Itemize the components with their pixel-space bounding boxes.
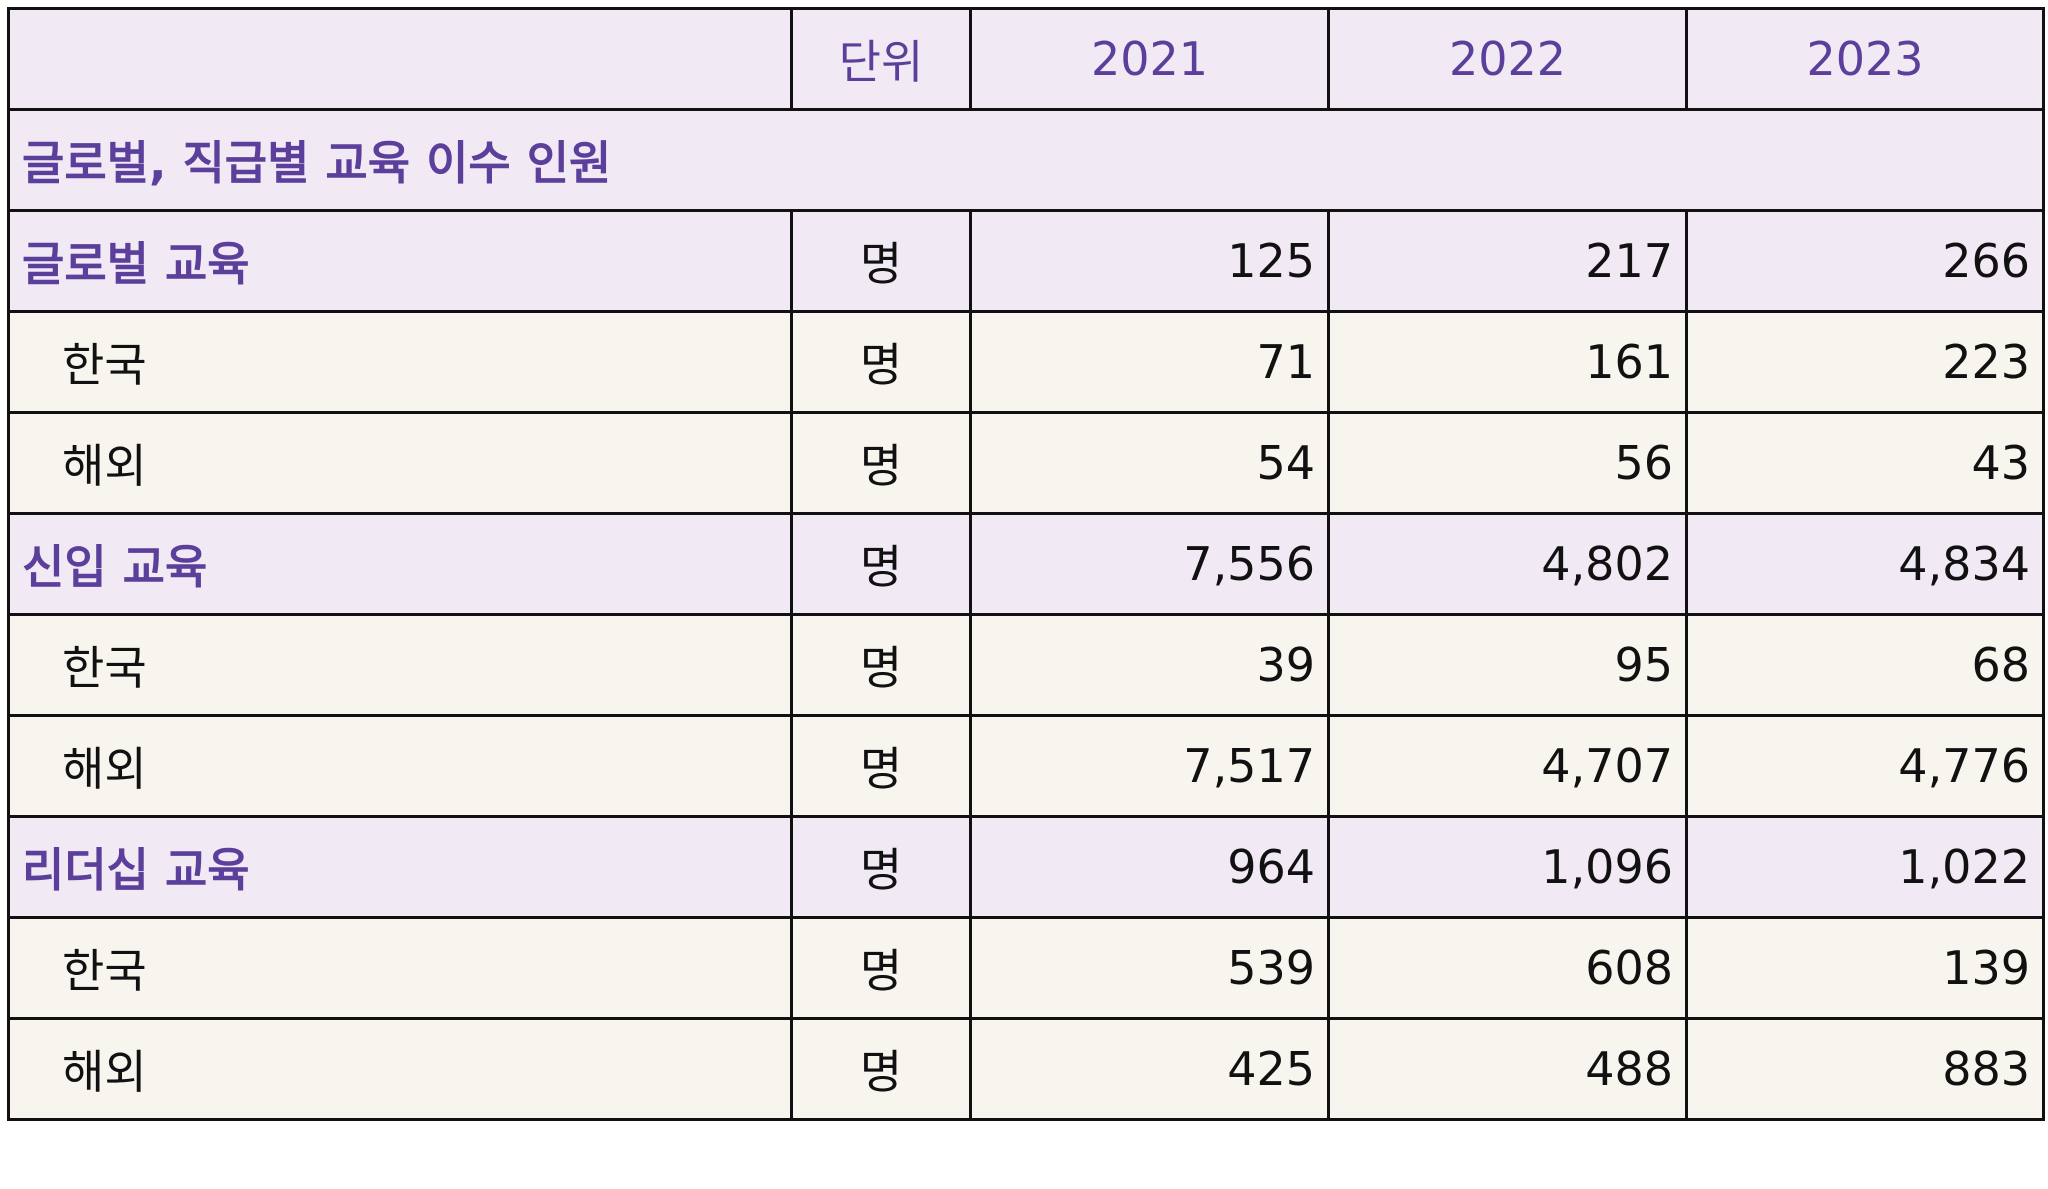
cell-2022: 488 [1327,1017,1688,1121]
cell-2022: 608 [1327,916,1688,1020]
table-row: 해외 명 54 56 43 [7,411,2045,515]
cell-2021: 71 [969,310,1330,414]
cell-2021: 7,556 [969,512,1330,616]
section-title: 글로벌, 직급별 교육 이수 인원 [7,108,2045,212]
cell-2023: 4,834 [1685,512,2045,616]
row-unit: 명 [790,512,972,616]
header-year-2023: 2023 [1685,7,2045,111]
table-row: 한국 명 71 161 223 [7,310,2045,414]
cell-2023: 139 [1685,916,2045,1020]
row-unit: 명 [790,916,972,1020]
cell-2022: 1,096 [1327,815,1688,919]
row-unit: 명 [790,815,972,919]
header-unit: 단위 [790,7,972,111]
cell-2023: 68 [1685,613,2045,717]
cell-2023: 223 [1685,310,2045,414]
table-row: 해외 명 7,517 4,707 4,776 [7,714,2045,818]
table-header-row: 단위 2021 2022 2023 [7,7,2045,111]
cell-2022: 95 [1327,613,1688,717]
row-unit: 명 [790,209,972,313]
cell-2023: 1,022 [1685,815,2045,919]
row-unit: 명 [790,613,972,717]
row-label: 글로벌 교육 [7,209,793,313]
table-row: 리더십 교육 명 964 1,096 1,022 [7,815,2045,919]
cell-2022: 161 [1327,310,1688,414]
cell-2021: 539 [969,916,1330,1020]
row-label: 한국 [7,613,793,717]
cell-2023: 4,776 [1685,714,2045,818]
cell-2023: 883 [1685,1017,2045,1121]
cell-2023: 266 [1685,209,2045,313]
row-unit: 명 [790,310,972,414]
cell-2023: 43 [1685,411,2045,515]
cell-2022: 4,707 [1327,714,1688,818]
table-row: 한국 명 39 95 68 [7,613,2045,717]
row-unit: 명 [790,411,972,515]
row-unit: 명 [790,714,972,818]
row-label: 리더십 교육 [7,815,793,919]
header-blank-cell [7,7,793,111]
row-unit: 명 [790,1017,972,1121]
table-row: 글로벌 교육 명 125 217 266 [7,209,2045,313]
cell-2021: 54 [969,411,1330,515]
header-year-2022: 2022 [1327,7,1688,111]
row-label: 한국 [7,310,793,414]
table-row: 신입 교육 명 7,556 4,802 4,834 [7,512,2045,616]
row-label: 한국 [7,916,793,1020]
row-label: 해외 [7,714,793,818]
cell-2021: 7,517 [969,714,1330,818]
row-label: 해외 [7,411,793,515]
cell-2022: 217 [1327,209,1688,313]
table-row: 해외 명 425 488 883 [7,1017,2045,1121]
cell-2022: 4,802 [1327,512,1688,616]
section-title-row: 글로벌, 직급별 교육 이수 인원 [7,108,2045,212]
header-year-2021: 2021 [969,7,1330,111]
cell-2021: 425 [969,1017,1330,1121]
cell-2022: 56 [1327,411,1688,515]
cell-2021: 964 [969,815,1330,919]
cell-2021: 125 [969,209,1330,313]
row-label: 신입 교육 [7,512,793,616]
row-label: 해외 [7,1017,793,1121]
education-table-container: 단위 2021 2022 2023 글로벌, 직급별 교육 이수 인원 글로벌 … [7,7,2045,1121]
cell-2021: 39 [969,613,1330,717]
education-completion-table: 단위 2021 2022 2023 글로벌, 직급별 교육 이수 인원 글로벌 … [7,7,2045,1121]
table-row: 한국 명 539 608 139 [7,916,2045,1020]
